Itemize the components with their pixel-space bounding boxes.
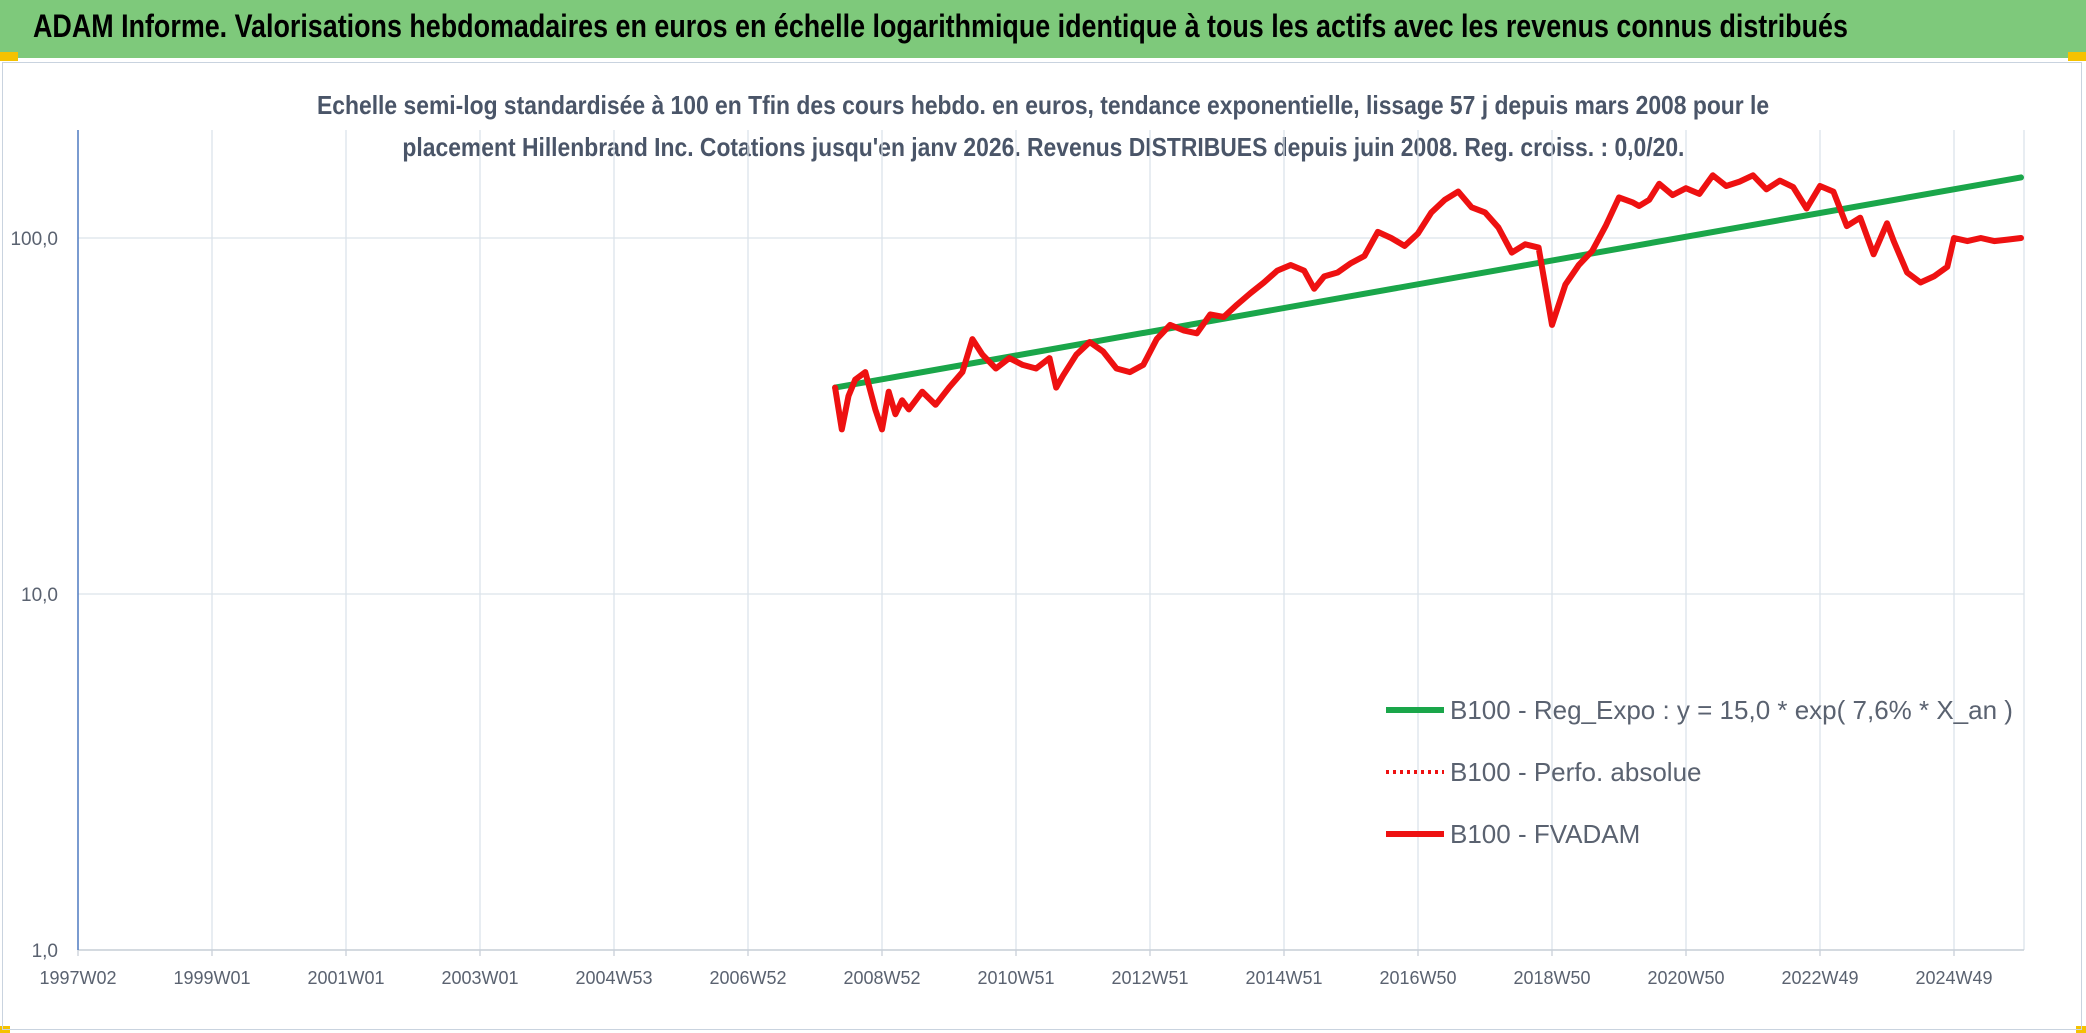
series-line-fvadam [832, 172, 2024, 433]
y-tick-label: 1,0 [32, 941, 58, 962]
x-tick-label: 2020W50 [1647, 968, 1724, 988]
page-title: ADAM Informe. Valorisations hebdomadaire… [33, 8, 1848, 44]
x-tick-label: 2010W51 [977, 968, 1054, 988]
corner-mark-top-left [0, 52, 18, 61]
x-tick-label: 2016W50 [1379, 968, 1456, 988]
series-line-reg-expo [832, 174, 2024, 391]
x-tick-label: 2006W52 [709, 968, 786, 988]
x-tick-label: 2018W50 [1513, 968, 1590, 988]
x-tick-label: 2012W51 [1111, 968, 1188, 988]
x-tick-label: 1999W01 [173, 968, 250, 988]
x-tick-label: 2014W51 [1245, 968, 1322, 988]
x-tick-label: 2001W01 [307, 968, 384, 988]
x-tick-label: 2022W49 [1781, 968, 1858, 988]
chart-subtitle-line-1: Echelle semi-log standardisée à 100 en T… [316, 90, 1770, 120]
x-tick-label: 2004W53 [575, 968, 652, 988]
legend-label: B100 - FVADAM [1450, 819, 1640, 849]
corner-mark-top-right [2068, 52, 2086, 61]
legend-label: B100 - Reg_Expo : y = 15,0 * exp( 7,6% *… [1450, 695, 2013, 725]
x-tick-label: 2024W49 [1915, 968, 1992, 988]
x-tick-label: 2003W01 [441, 968, 518, 988]
y-tick-label: 10,0 [21, 585, 58, 606]
header-bar: ADAM Informe. Valorisations hebdomadaire… [0, 0, 2086, 58]
x-tick-label: 1997W02 [39, 968, 116, 988]
x-tick-label: 2008W52 [843, 968, 920, 988]
chart-frame [2, 62, 2082, 1030]
legend-label: B100 - Perfo. absolue [1450, 757, 1702, 787]
y-tick-label: 100,0 [10, 229, 58, 250]
chart-subtitle-line-2: placement Hillenbrand Inc. Cotations jus… [401, 132, 1684, 162]
